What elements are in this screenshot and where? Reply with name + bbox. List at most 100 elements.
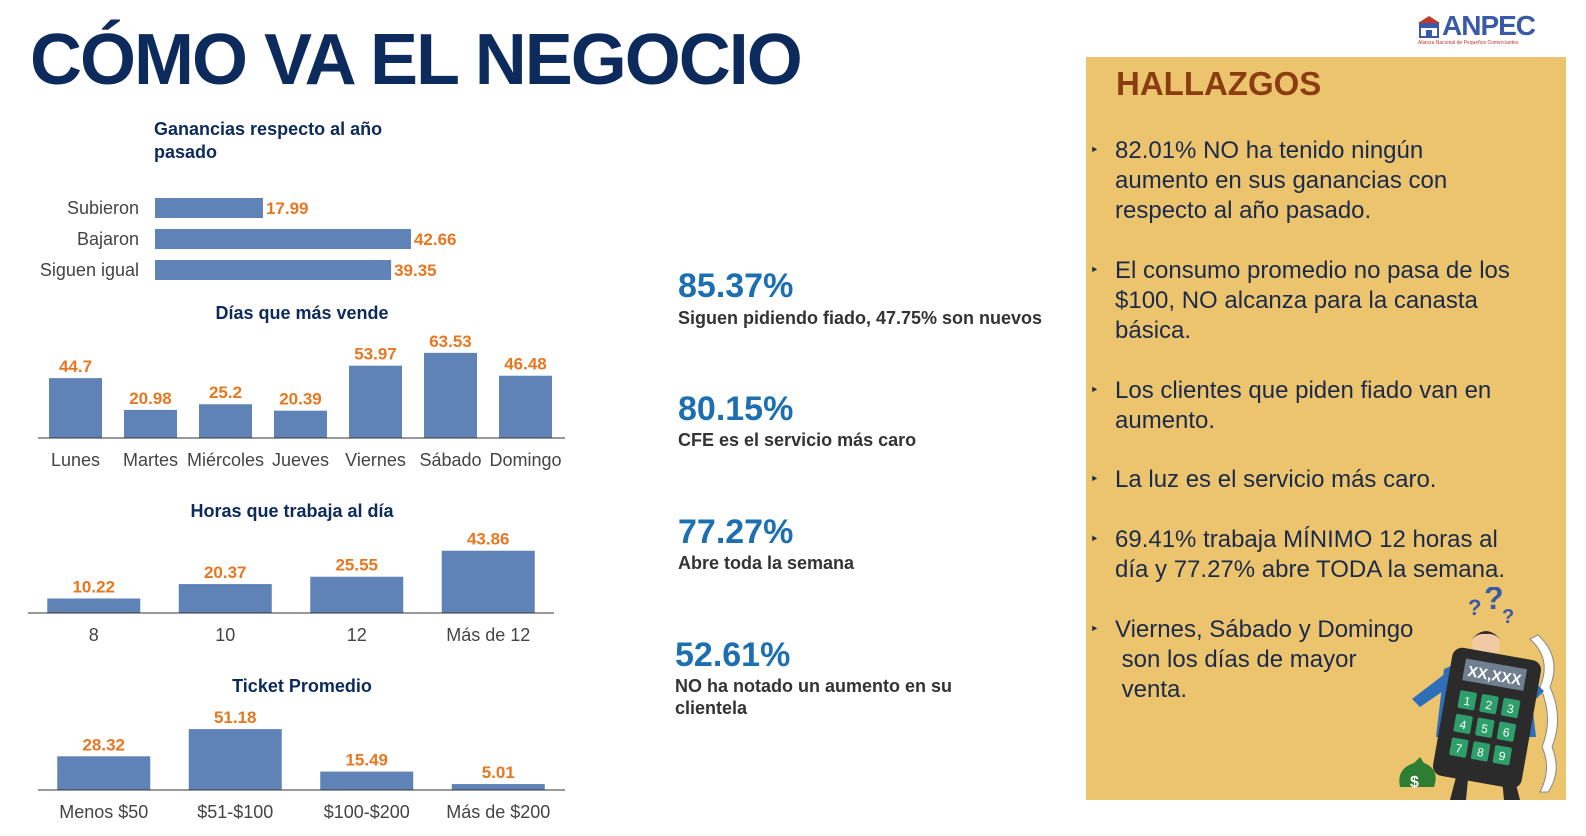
category-label: Martes bbox=[123, 450, 178, 470]
value-label: 5.01 bbox=[482, 763, 515, 782]
value-label: 20.37 bbox=[204, 563, 247, 582]
value-label: 10.22 bbox=[72, 577, 115, 596]
bar bbox=[57, 756, 151, 790]
category-label: Bajaron bbox=[77, 229, 139, 249]
stat-label: NO ha notado un aumento en su clientela bbox=[675, 675, 952, 719]
stat-value: 85.37% bbox=[678, 267, 794, 305]
calculator-key-label: 2 bbox=[1484, 698, 1493, 713]
category-label: Más de $200 bbox=[446, 802, 550, 822]
chart-ganancias-title: Ganancias respecto al año pasado bbox=[154, 118, 382, 164]
stat-label-line: NO ha notado un aumento en su bbox=[675, 676, 953, 696]
chart-ticket-title: Ticket Promedio bbox=[232, 676, 372, 696]
value-label: 44.7 bbox=[59, 357, 92, 376]
value-label: 25.2 bbox=[209, 383, 242, 402]
bar bbox=[424, 352, 477, 438]
value-label: 20.98 bbox=[129, 389, 172, 408]
calculator-key-label: 3 bbox=[1506, 701, 1515, 716]
findings-title: HALLAZGOS bbox=[1116, 65, 1322, 102]
stat-label: CFE es el servicio más caro bbox=[678, 430, 917, 450]
value-label: 63.53 bbox=[429, 332, 472, 351]
finding-line: El consumo promedio no pasa de los bbox=[1115, 257, 1510, 284]
finding-line: básica. bbox=[1115, 317, 1192, 344]
bar bbox=[178, 584, 272, 613]
bullet-icon: ‣ bbox=[1090, 262, 1099, 279]
category-label: 10 bbox=[215, 625, 235, 645]
bar bbox=[155, 260, 392, 280]
stat-value: 77.27% bbox=[678, 513, 794, 551]
finding-line: 82.01% NO ha tenido ningún bbox=[1115, 137, 1424, 164]
anpec-logo: ANPEC Alianza Nacional de Pequeños Comer… bbox=[1416, 10, 1548, 48]
value-label: 43.86 bbox=[467, 530, 510, 549]
finding-text: Viernes, Sábado y Domingo son los días d… bbox=[1115, 615, 1413, 705]
bar bbox=[310, 576, 404, 613]
category-label: Viernes bbox=[345, 450, 406, 470]
category-label: Siguen igual bbox=[40, 260, 139, 280]
calculator-key bbox=[1496, 721, 1517, 742]
calculator-key bbox=[1475, 717, 1495, 738]
calculator-key-label: 5 bbox=[1480, 721, 1489, 736]
calculator-key-label: 9 bbox=[1498, 749, 1507, 764]
calculator-key-label: 7 bbox=[1454, 741, 1463, 756]
bullet-icon: ‣ bbox=[1090, 471, 1099, 488]
value-label: 42.66 bbox=[414, 230, 457, 249]
calculator-key-label: 1 bbox=[1463, 694, 1472, 709]
category-label: 12 bbox=[347, 625, 367, 645]
finding-line: respecto al año pasado. bbox=[1115, 197, 1372, 224]
value-label: 46.48 bbox=[504, 355, 547, 374]
chart-ticket: 28.32 Menos $50 51.18 $51-$100 15.49 $100-$20… bbox=[38, 708, 565, 822]
calculator-key-label: 4 bbox=[1458, 717, 1467, 732]
calculator-key bbox=[1470, 741, 1491, 762]
bullet-icon: ‣ bbox=[1090, 382, 1099, 399]
svg-text:?: ? bbox=[1484, 587, 1504, 616]
findings-panel: HALLAZGOS ‣ 82.01% NO ha tenido ningún aum… bbox=[1086, 57, 1566, 800]
category-label: 8 bbox=[89, 625, 99, 645]
bar bbox=[47, 598, 141, 613]
category-label: Miércoles bbox=[187, 450, 264, 470]
stat-value: 52.61% bbox=[675, 636, 791, 674]
finding-text: La luz es el servicio más caro. bbox=[1115, 465, 1436, 495]
bar bbox=[320, 771, 414, 790]
chart-title-line: Ganancias respecto al año bbox=[154, 119, 383, 139]
logo-text: ANPEC bbox=[1442, 10, 1536, 41]
category-label: Jueves bbox=[272, 450, 329, 470]
finding-text: Los clientes que piden fiado van en aumen… bbox=[1115, 376, 1491, 436]
store-icon bbox=[1418, 16, 1440, 38]
svg-text:?: ? bbox=[1468, 595, 1481, 620]
value-label: 25.55 bbox=[335, 556, 378, 575]
stat-value: 80.15% bbox=[678, 390, 794, 428]
finding-line: $100, NO alcanza para la canasta bbox=[1115, 287, 1478, 314]
bar bbox=[155, 198, 263, 218]
bar bbox=[155, 229, 411, 249]
finding-line: aumento en sus ganancias con bbox=[1115, 167, 1448, 194]
category-label: Menos $50 bbox=[59, 802, 148, 822]
bar bbox=[451, 784, 545, 790]
category-label: $51-$100 bbox=[197, 802, 273, 822]
calculator-key-label: 6 bbox=[1502, 725, 1511, 740]
category-label: Domingo bbox=[489, 450, 561, 470]
finding-text: El consumo promedio no pasa de los $100, … bbox=[1115, 256, 1510, 346]
bar bbox=[49, 378, 102, 438]
value-label: 51.18 bbox=[214, 708, 257, 727]
calculator-key bbox=[1457, 690, 1477, 711]
bar bbox=[274, 410, 327, 438]
bar bbox=[188, 729, 282, 790]
finding-line: Los clientes que piden fiado van en bbox=[1115, 377, 1492, 404]
category-label: Subieron bbox=[67, 198, 139, 218]
calculator-key bbox=[1479, 694, 1499, 715]
calculator-key bbox=[1492, 745, 1512, 766]
calculator-key bbox=[1500, 697, 1521, 718]
bar bbox=[349, 365, 402, 438]
page-title: CÓMO VA EL NEGOCIO bbox=[30, 20, 803, 100]
stat-label-line: clientela bbox=[675, 698, 748, 718]
calculator-key-label: 8 bbox=[1476, 745, 1485, 760]
category-label: Más de 12 bbox=[446, 625, 530, 645]
chart-horas: 10.22 8 20.37 10 25.55 12 43.86 Más de 12 bbox=[28, 530, 554, 645]
bar bbox=[199, 404, 252, 438]
calculator-key bbox=[1453, 713, 1473, 734]
svg-text:?: ? bbox=[1502, 606, 1514, 628]
finding-line: son los días de mayor bbox=[1115, 646, 1357, 673]
stat-label: Abre toda la semana bbox=[678, 553, 855, 573]
chart-ganancias: Subieron 17.99 Bajaron 42.66 Siguen igual 39.… bbox=[40, 198, 457, 280]
finding-line: Viernes, Sábado y Domingo bbox=[1115, 616, 1414, 643]
finding-line: venta. bbox=[1115, 676, 1188, 703]
